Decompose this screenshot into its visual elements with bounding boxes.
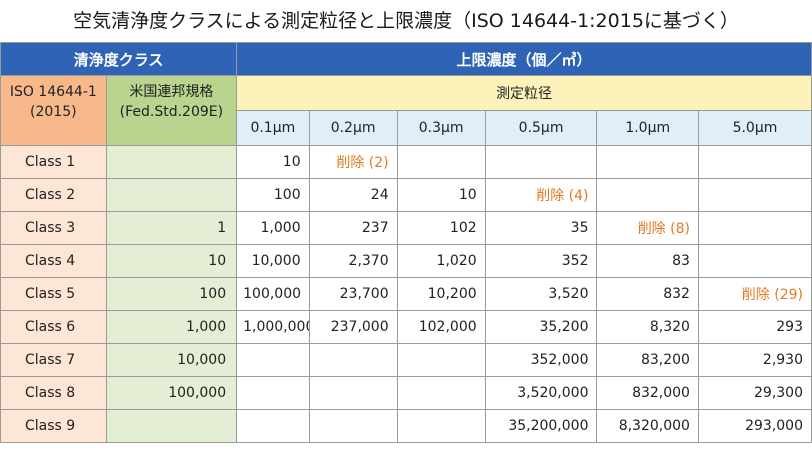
table-row: Class 6 1,000 1,000,000 237,000 102,000 35,20… bbox=[0, 310, 812, 344]
iso-class-cell: Class 2 bbox=[0, 178, 107, 212]
limit-value-cell: 29,300 bbox=[697, 376, 812, 410]
limit-value-cell: 2,930 bbox=[697, 343, 812, 377]
limit-value-cell bbox=[236, 343, 310, 377]
limit-value-cell bbox=[308, 376, 398, 410]
limit-value-cell bbox=[697, 211, 812, 245]
fed-class-cell: 10 bbox=[105, 244, 238, 278]
limit-value-cell: 8,320,000 bbox=[596, 409, 699, 443]
fed-class-cell: 100 bbox=[105, 277, 238, 311]
deleted-limit-cell: 削除 (29) bbox=[697, 277, 812, 311]
limit-value-cell: 1,000,000 bbox=[236, 310, 310, 344]
limit-value-cell bbox=[596, 178, 699, 212]
limit-value-cell: 35,200 bbox=[484, 310, 598, 344]
limit-value-cell bbox=[236, 409, 310, 443]
measured-size-header: 測定粒径 bbox=[236, 75, 812, 111]
iso-class-cell: Class 7 bbox=[0, 343, 107, 377]
iso-standard-header: ISO 14644-1 (2015) bbox=[0, 75, 107, 146]
limit-value-cell: 83 bbox=[596, 244, 699, 278]
limit-value-cell bbox=[484, 145, 598, 179]
deleted-limit-cell: 削除 (2) bbox=[308, 145, 398, 179]
iso-class-cell: Class 4 bbox=[0, 244, 107, 278]
limit-value-cell: 23,700 bbox=[308, 277, 398, 311]
table-row: Class 2 100 24 10 削除 (4) bbox=[0, 178, 812, 212]
limit-value-cell bbox=[236, 376, 310, 410]
limit-value-cell bbox=[396, 145, 486, 179]
fed-class-cell bbox=[105, 145, 238, 179]
table-body: Class 1 10 削除 (2) Class 2 100 24 10 削除 (4) Class… bbox=[0, 145, 812, 443]
size-header-0.1: 0.1μm bbox=[236, 110, 310, 146]
limit-value-cell bbox=[596, 145, 699, 179]
limit-value-cell: 293,000 bbox=[697, 409, 812, 443]
limit-value-cell bbox=[308, 343, 398, 377]
table-row: Class 3 1 1,000 237 102 35 削除 (8) bbox=[0, 211, 812, 245]
iso-class-cell: Class 1 bbox=[0, 145, 107, 179]
fed-class-cell: 1,000 bbox=[105, 310, 238, 344]
limit-value-cell: 352 bbox=[484, 244, 598, 278]
size-header-0.2: 0.2μm bbox=[308, 110, 398, 146]
iso-class-cell: Class 8 bbox=[0, 376, 107, 410]
fed-class-cell: 1 bbox=[105, 211, 238, 245]
limit-value-cell bbox=[396, 376, 486, 410]
limit-value-cell: 100 bbox=[236, 178, 310, 212]
limit-value-cell: 83,200 bbox=[596, 343, 699, 377]
limit-value-cell: 10,000 bbox=[236, 244, 310, 278]
table-row: Class 8 100,000 3,520,000 832,000 29,300 bbox=[0, 376, 812, 410]
iso-class-cell: Class 6 bbox=[0, 310, 107, 344]
limit-value-cell: 2,370 bbox=[308, 244, 398, 278]
page-title: 空気清浄度クラスによる測定粒径と上限濃度（ISO 14644-1:2015に基づ… bbox=[73, 10, 739, 32]
limit-value-cell: 35 bbox=[484, 211, 598, 245]
limit-value-cell: 352,000 bbox=[484, 343, 598, 377]
table-row: Class 4 10 10,000 2,370 1,020 352 83 bbox=[0, 244, 812, 278]
fed-class-cell bbox=[105, 409, 238, 443]
limit-value-cell: 102,000 bbox=[396, 310, 486, 344]
table-row: Class 5 100 100,000 23,700 10,200 3,520 832 削除 … bbox=[0, 277, 812, 311]
limit-value-cell: 8,320 bbox=[596, 310, 699, 344]
iso-class-cell: Class 9 bbox=[0, 409, 107, 443]
size-header-0.3: 0.3μm bbox=[396, 110, 486, 146]
iso-header-line1: ISO 14644-1 bbox=[9, 84, 97, 100]
limit-value-cell: 832,000 bbox=[596, 376, 699, 410]
limit-value-cell: 237,000 bbox=[308, 310, 398, 344]
fed-class-cell bbox=[105, 178, 238, 212]
size-header-1.0: 1.0μm bbox=[596, 110, 699, 146]
limit-value-cell: 237 bbox=[308, 211, 398, 245]
limit-value-cell bbox=[697, 178, 812, 212]
size-header-0.5: 0.5μm bbox=[484, 110, 598, 146]
limit-value-cell bbox=[697, 145, 812, 179]
cleanliness-table: 清浄度クラス 上限濃度（個／㎥） ISO 14644-1 (2015) 米国連邦… bbox=[0, 42, 812, 443]
limit-value-cell: 1,020 bbox=[396, 244, 486, 278]
limit-value-cell bbox=[308, 409, 398, 443]
limit-value-cell bbox=[396, 343, 486, 377]
limit-value-cell: 102 bbox=[396, 211, 486, 245]
table-row: Class 7 10,000 352,000 83,200 2,930 bbox=[0, 343, 812, 377]
limit-value-cell: 293 bbox=[697, 310, 812, 344]
iso-class-cell: Class 3 bbox=[0, 211, 107, 245]
limit-value-cell bbox=[396, 409, 486, 443]
limit-value-cell: 3,520 bbox=[484, 277, 598, 311]
fed-header-line1: 米国連邦規格 bbox=[129, 84, 214, 100]
limit-value-cell: 10 bbox=[396, 178, 486, 212]
upper-limit-header: 上限濃度（個／㎥） bbox=[236, 42, 812, 76]
limit-value-cell: 24 bbox=[308, 178, 398, 212]
fed-header-line2: (Fed.Std.209E) bbox=[119, 104, 224, 120]
limit-value-cell bbox=[697, 244, 812, 278]
iso-header-line2: (2015) bbox=[30, 104, 77, 120]
limit-value-cell: 1,000 bbox=[236, 211, 310, 245]
deleted-limit-cell: 削除 (8) bbox=[596, 211, 699, 245]
cleanliness-class-header: 清浄度クラス bbox=[0, 42, 238, 76]
iso-class-cell: Class 5 bbox=[0, 277, 107, 311]
limit-value-cell: 832 bbox=[596, 277, 699, 311]
table-row: Class 9 35,200,000 8,320,000 293,000 bbox=[0, 409, 812, 443]
limit-value-cell: 35,200,000 bbox=[484, 409, 598, 443]
fed-standard-header: 米国連邦規格 (Fed.Std.209E) bbox=[105, 75, 238, 146]
limit-value-cell: 3,520,000 bbox=[484, 376, 598, 410]
size-header-5.0: 5.0μm bbox=[697, 110, 812, 146]
table-row: Class 1 10 削除 (2) bbox=[0, 145, 812, 179]
fed-class-cell: 10,000 bbox=[105, 343, 238, 377]
limit-value-cell: 10 bbox=[236, 145, 310, 179]
limit-value-cell: 100,000 bbox=[236, 277, 310, 311]
fed-class-cell: 100,000 bbox=[105, 376, 238, 410]
limit-value-cell: 10,200 bbox=[396, 277, 486, 311]
deleted-limit-cell: 削除 (4) bbox=[484, 178, 598, 212]
